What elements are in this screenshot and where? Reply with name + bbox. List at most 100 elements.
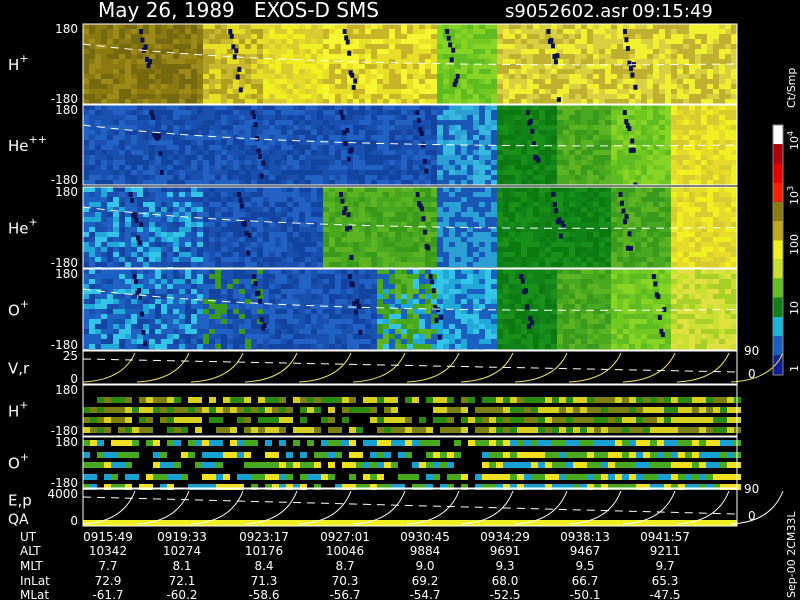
cell bbox=[623, 89, 629, 94]
cell bbox=[257, 247, 263, 252]
cell bbox=[371, 140, 377, 145]
cell bbox=[515, 99, 521, 104]
cell bbox=[113, 84, 119, 89]
cell bbox=[161, 64, 167, 69]
cell bbox=[461, 59, 467, 64]
cell bbox=[485, 207, 491, 212]
cell bbox=[647, 135, 653, 140]
cell bbox=[683, 212, 689, 217]
cell bbox=[185, 192, 191, 197]
cell bbox=[629, 197, 635, 202]
cell bbox=[155, 89, 161, 94]
cell bbox=[677, 135, 683, 140]
cell bbox=[209, 160, 215, 165]
cell bbox=[95, 64, 101, 69]
cell bbox=[383, 54, 389, 59]
cell bbox=[263, 155, 269, 160]
cell bbox=[155, 110, 161, 115]
cell bbox=[353, 105, 359, 110]
cell bbox=[263, 165, 269, 170]
cell bbox=[341, 202, 347, 207]
cell bbox=[113, 237, 119, 242]
streak bbox=[555, 53, 560, 59]
cell bbox=[161, 227, 167, 232]
cell bbox=[155, 165, 161, 170]
cell bbox=[209, 145, 215, 150]
cell bbox=[113, 130, 119, 135]
cell bbox=[83, 217, 89, 222]
cell bbox=[407, 59, 413, 64]
cell bbox=[101, 202, 107, 207]
cell bbox=[497, 69, 503, 74]
cell bbox=[191, 110, 197, 115]
cell bbox=[269, 115, 275, 120]
cell bbox=[143, 180, 149, 185]
cell bbox=[725, 155, 731, 160]
cell bbox=[635, 212, 641, 217]
cell bbox=[443, 247, 449, 252]
cell bbox=[581, 29, 587, 34]
cell bbox=[491, 115, 497, 120]
cell bbox=[623, 24, 629, 29]
cell bbox=[527, 197, 533, 202]
cell bbox=[539, 79, 545, 84]
cell bbox=[209, 24, 215, 29]
cell bbox=[323, 79, 329, 84]
cell bbox=[377, 247, 383, 252]
cell bbox=[635, 89, 641, 94]
cell bbox=[299, 180, 305, 185]
cell bbox=[143, 237, 149, 242]
cell bbox=[131, 165, 137, 170]
cell bbox=[389, 135, 395, 140]
cell bbox=[509, 170, 515, 175]
cell bbox=[377, 120, 383, 125]
cell bbox=[233, 192, 239, 197]
cell bbox=[659, 69, 665, 74]
cell bbox=[617, 64, 623, 69]
cell bbox=[173, 29, 179, 34]
cell bbox=[389, 150, 395, 155]
cell bbox=[431, 94, 437, 99]
cell bbox=[341, 74, 347, 79]
cell bbox=[707, 115, 713, 120]
cell bbox=[521, 105, 527, 110]
cell bbox=[119, 74, 125, 79]
cell bbox=[515, 69, 521, 74]
cell bbox=[371, 74, 377, 79]
cell bbox=[461, 39, 467, 44]
cell bbox=[95, 39, 101, 44]
cell bbox=[395, 175, 401, 180]
cell bbox=[725, 197, 731, 202]
cell bbox=[731, 49, 737, 54]
cell bbox=[623, 187, 629, 192]
cell bbox=[251, 180, 257, 185]
cell bbox=[221, 69, 227, 74]
cell bbox=[695, 175, 701, 180]
cell bbox=[185, 39, 191, 44]
cell bbox=[725, 135, 731, 140]
cell bbox=[293, 192, 299, 197]
cell bbox=[209, 237, 215, 242]
cell bbox=[515, 89, 521, 94]
cell bbox=[467, 207, 473, 212]
cell bbox=[665, 120, 671, 125]
cell bbox=[191, 105, 197, 110]
cell bbox=[635, 217, 641, 222]
cell bbox=[509, 180, 515, 185]
cell bbox=[167, 247, 173, 252]
cell bbox=[203, 217, 209, 222]
cell bbox=[515, 202, 521, 207]
cell bbox=[305, 74, 311, 79]
streak bbox=[454, 78, 459, 84]
cell bbox=[731, 160, 737, 165]
cell bbox=[653, 207, 659, 212]
cell bbox=[653, 247, 659, 252]
cell bbox=[497, 232, 503, 237]
cell bbox=[479, 105, 485, 110]
cell bbox=[245, 165, 251, 170]
cell bbox=[275, 125, 281, 130]
cell bbox=[689, 150, 695, 155]
cell bbox=[95, 197, 101, 202]
cell bbox=[443, 145, 449, 150]
cell bbox=[155, 237, 161, 242]
